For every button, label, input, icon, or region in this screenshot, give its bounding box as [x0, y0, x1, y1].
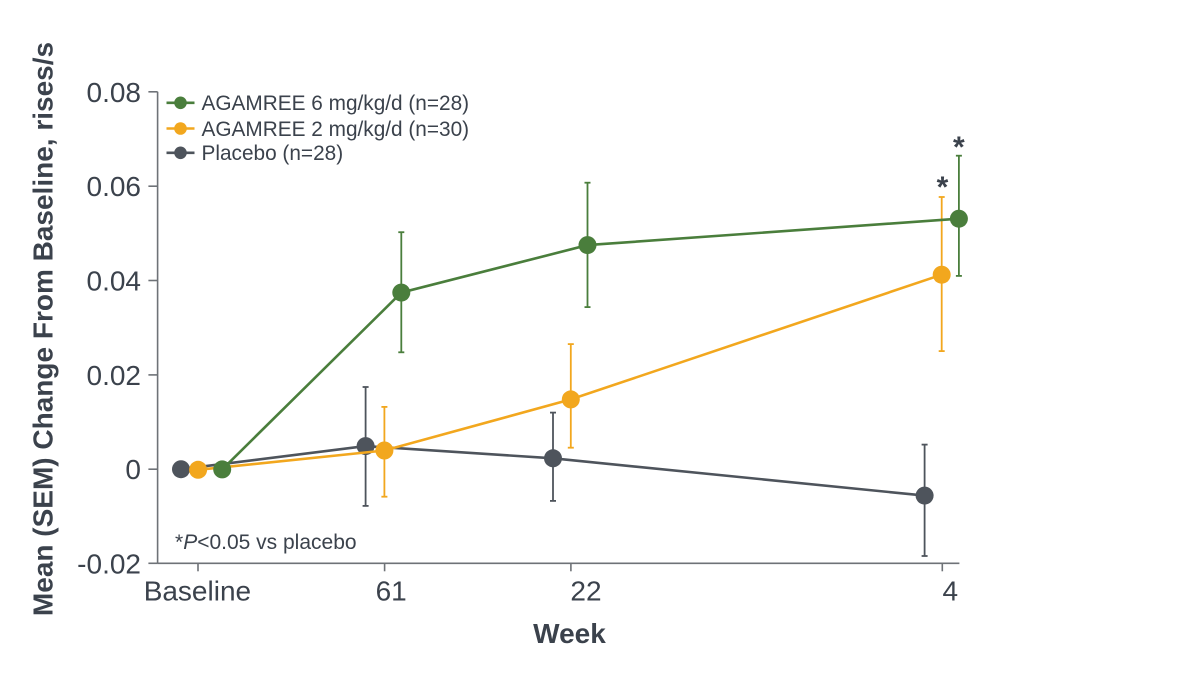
svg-text:*: *	[937, 171, 949, 204]
svg-text:0.08: 0.08	[87, 77, 142, 108]
svg-text:22: 22	[570, 576, 601, 607]
svg-text:61: 61	[376, 576, 407, 607]
svg-text:0: 0	[125, 454, 141, 485]
svg-text:-0.02: -0.02	[77, 548, 141, 579]
svg-text:Baseline: Baseline	[144, 576, 251, 607]
svg-text:AGAMREE 6 mg/kg/d (n=28): AGAMREE 6 mg/kg/d (n=28)	[202, 92, 470, 115]
svg-text:*: *	[953, 131, 965, 164]
svg-text:0.04: 0.04	[87, 266, 142, 297]
svg-text:Mean (SEM) Change From Baselin: Mean (SEM) Change From Baseline, rises/s	[28, 42, 59, 616]
svg-text:Placebo (n=28): Placebo (n=28)	[202, 142, 344, 165]
svg-text:AGAMREE 2 mg/kg/d (n=30): AGAMREE 2 mg/kg/d (n=30)	[202, 118, 470, 141]
svg-text:0.02: 0.02	[87, 360, 142, 391]
svg-text:4: 4	[943, 576, 959, 607]
svg-text:0.06: 0.06	[87, 171, 142, 202]
svg-text:*P<0.05 vs placebo: *P<0.05 vs placebo	[175, 531, 357, 554]
svg-text:Week: Week	[533, 618, 606, 649]
